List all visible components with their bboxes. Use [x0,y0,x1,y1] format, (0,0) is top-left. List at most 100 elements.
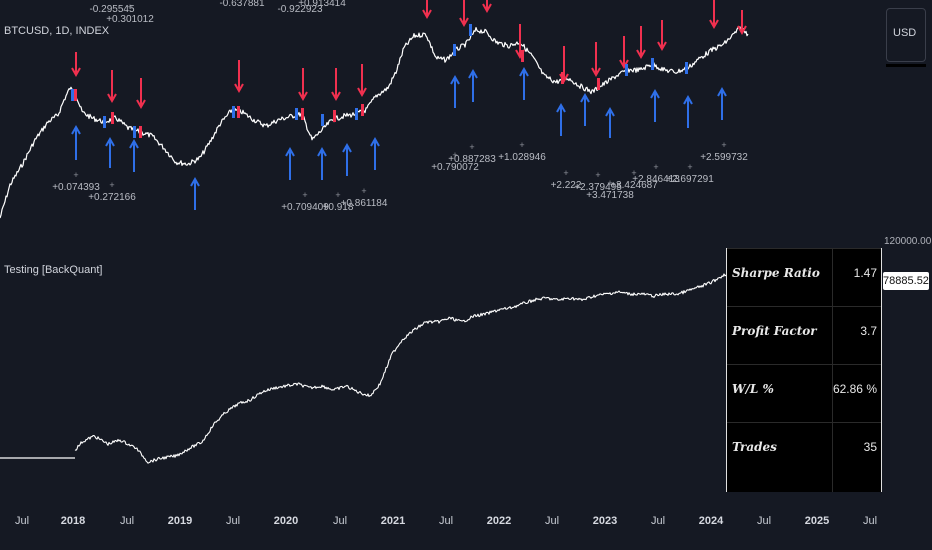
stat-value: 1.47 [853,266,877,280]
trade-pl-label: +0.913414 [298,0,346,9]
signal-tick [74,89,77,101]
long-signal-arrow [519,66,529,100]
stat-label: W/L % [732,382,774,396]
short-signal-arrow [482,0,492,14]
stat-label: Profit Factor [732,324,817,338]
long-signal-arrow [580,92,590,126]
trade-marker-dot: + [607,178,612,188]
price-line [0,26,749,219]
trade-pl-label: +0.790072 [431,162,479,173]
indicator-title[interactable]: Testing [BackQuant] [4,264,103,276]
trade-marker-dot: + [653,162,658,172]
trade-pl-label: +2.846413 [632,174,680,185]
x-tick-label: 2023 [592,515,618,527]
trade-marker-dot: + [721,140,726,150]
trade-pl-label: -0.922923 [277,4,322,15]
last-price-badge: 78885.52 [883,272,929,290]
x-tick-label: 2025 [804,515,830,527]
short-signal-arrow [331,68,341,102]
trade-pl-label: +0.861184 [341,198,388,209]
symbol-title: BTCUSD, 1D, INDEX [4,25,110,37]
trade-marker-dot: + [595,170,600,180]
long-signal-arrow [683,94,693,128]
signal-tick [453,44,456,56]
stat-row-trades: Trades 35 [727,422,881,473]
signal-tick [103,116,106,128]
trade-pl-label: +0.074393 [52,182,100,193]
short-signal-arrow [422,0,432,20]
x-tick-label: 2024 [698,515,724,527]
signal-tick [321,114,324,126]
trade-marker-dot: + [109,180,114,190]
trade-pl-label: +1.028946 [498,152,546,163]
signal-tick [139,126,142,138]
long-signal-arrow [71,124,81,160]
trade-marker-dot: + [302,190,307,200]
signal-tick [301,108,304,120]
stats-table: Sharpe Ratio 1.47 Profit Factor 3.7 W/L … [726,248,882,492]
signal-tick [295,108,298,120]
trade-pl-label: +0.272166 [88,192,136,203]
signal-tick [625,64,628,76]
trade-pl-label: +0.709409 [281,202,329,213]
x-tick-label: 2018 [60,515,86,527]
trade-pl-label: +3.471738 [586,190,634,201]
signal-tick [355,108,358,120]
short-signal-arrow [234,60,244,94]
long-signal-arrow [717,86,727,120]
equity-pane [0,271,731,464]
stat-label: Trades [732,440,777,454]
short-signal-arrow [459,0,469,28]
trade-pl-label: +3.424687 [610,180,658,191]
trade-marker-dot: + [109,0,114,2]
signal-markers [71,0,747,210]
signal-tick [133,126,136,138]
short-signal-arrow [107,70,117,104]
trade-pl-label: +0.301012 [106,14,154,25]
x-tick-label: Jul [225,515,241,527]
long-signal-arrow [605,106,615,138]
trade-labels: ++0.074393 ++0.272166 ++0.709409++0.918++0… [52,0,748,213]
equity-line [74,271,731,464]
trade-marker-dot: + [361,186,366,196]
trade-marker-dot: + [687,162,692,172]
currency-button[interactable]: USD [886,8,926,62]
trade-marker-dot: + [73,170,78,180]
x-tick-label: Jul [862,515,878,527]
x-tick-label: Jul [119,515,135,527]
stat-row-wl: W/L % 62.86 % [727,364,881,415]
short-signal-arrow [591,42,601,78]
trade-pl-label: +2.599732 [700,152,748,163]
short-signal-arrow [71,52,81,78]
trade-pl-label: -0.295545 [89,4,134,15]
long-signal-arrow [468,68,478,102]
currency-underline [886,64,926,67]
stat-row-sharpe: Sharpe Ratio 1.47 [727,248,881,299]
x-tick-label: Jul [332,515,348,527]
long-signal-arrow [285,146,295,180]
x-tick-label: Jul [438,515,454,527]
signal-tick [232,106,235,118]
trade-marker-dot: + [335,190,340,200]
trade-marker-dot: + [469,142,474,152]
trade-pl-label: +2.697291 [666,174,714,185]
long-signal-arrow [317,146,327,180]
signal-tick [651,58,654,70]
signal-tick [333,110,336,122]
short-signal-arrow [636,26,646,60]
stat-value: 62.86 % [832,382,877,396]
signal-tick [521,50,524,62]
trade-pl-label: +0.887283 [448,154,496,165]
long-signal-arrow [129,138,139,172]
price-pane [0,26,749,219]
trade-marker-dot: + [519,140,524,150]
x-tick-label: 2021 [380,515,406,527]
signal-tick [361,104,364,116]
long-signal-arrow [370,136,380,170]
short-signal-arrow [737,10,747,36]
short-signal-arrow [357,64,367,98]
short-signal-arrow [136,78,146,110]
stat-row-profit-factor: Profit Factor 3.7 [727,306,881,357]
x-tick-label: 2019 [167,515,193,527]
